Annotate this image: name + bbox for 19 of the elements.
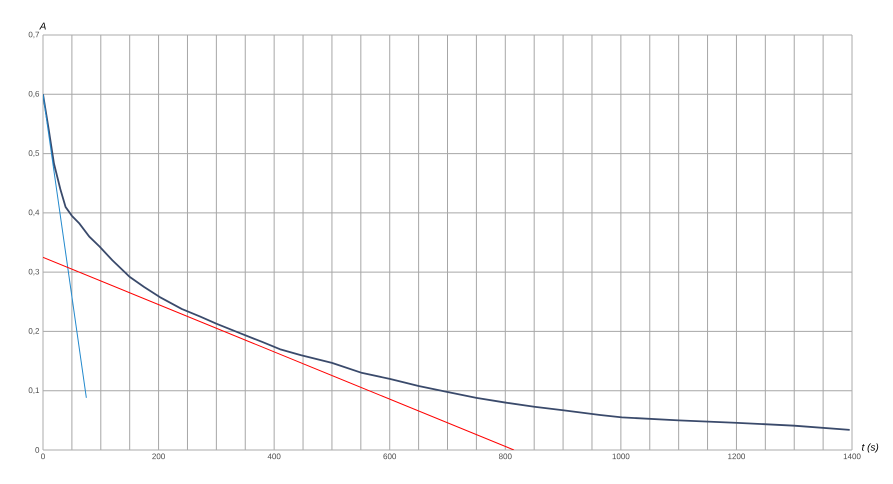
- y-tick-label: 0,3: [28, 268, 40, 276]
- y-tick-label: 0: [35, 447, 40, 453]
- x-axis-title: t (s): [862, 443, 878, 453]
- x-tick-label: 200: [152, 454, 165, 460]
- line-series: [43, 93, 851, 431]
- y-tick-label: 0,6: [28, 90, 40, 98]
- x-tick-label: 1200: [728, 454, 746, 460]
- y-tick-label: 0,2: [28, 328, 40, 335]
- x-tick-label: 0: [41, 454, 45, 460]
- x-tick-label: 1400: [844, 454, 861, 460]
- y-tick-label: 0,1: [28, 387, 40, 394]
- x-tick-label: 800: [498, 454, 512, 460]
- y-tick-label: 0,7: [28, 32, 40, 38]
- x-tick-label: 1000: [612, 454, 630, 460]
- y-tick-label: 0,5: [28, 150, 40, 157]
- y-axis-title: A: [39, 22, 46, 30]
- x-tick-label: 400: [268, 454, 281, 460]
- x-tick-label: 600: [383, 454, 396, 460]
- y-tick-label: 0,4: [28, 210, 40, 216]
